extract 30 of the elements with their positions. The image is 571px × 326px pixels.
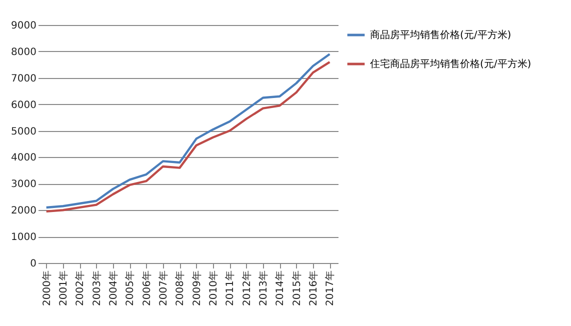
x-tick-label: 2009年 [190, 270, 203, 306]
y-tick-label: 6000 [11, 100, 36, 111]
x-tick-label: 2008年 [174, 270, 186, 306]
x-tick-label: 2004年 [108, 270, 120, 306]
y-tick-label: 1000 [11, 232, 36, 244]
x-tick-label: 2005年 [124, 270, 136, 306]
x-tick-label: 2002年 [74, 270, 86, 306]
y-tick-label: 4000 [11, 152, 36, 164]
legend-label: 商品房平均销售价格(元/平方米) [370, 29, 512, 41]
y-tick-label: 2000 [11, 206, 36, 217]
x-tick-label: 2006年 [140, 270, 153, 306]
x-tick-label: 2000年 [40, 270, 53, 306]
y-tick-label: 5000 [11, 126, 36, 138]
y-tick-label: 0 [30, 258, 36, 270]
x-tick-label: 2017年 [324, 270, 336, 306]
x-tick-label: 2007年 [158, 270, 170, 306]
x-tick-label: 2015年 [290, 270, 303, 306]
y-tick-label: 9000 [11, 20, 36, 32]
y-tick-label: 3000 [11, 179, 36, 190]
legend-label: 住宅商品房平均销售价格(元/平方米) [370, 58, 532, 70]
x-tick-label: 2001年 [58, 270, 70, 306]
x-tick-label: 2012年 [240, 270, 253, 306]
y-tick-label: 7000 [11, 73, 36, 84]
y-tick-label: 8000 [11, 46, 36, 58]
x-tick-label: 2016年 [308, 270, 320, 306]
x-tick-label: 2011年 [224, 270, 236, 306]
x-tick-label: 2014年 [274, 270, 286, 306]
x-tick-label: 2013年 [258, 270, 270, 306]
x-tick-label: 2003年 [90, 270, 103, 306]
x-tick-label: 2010年 [208, 270, 220, 306]
